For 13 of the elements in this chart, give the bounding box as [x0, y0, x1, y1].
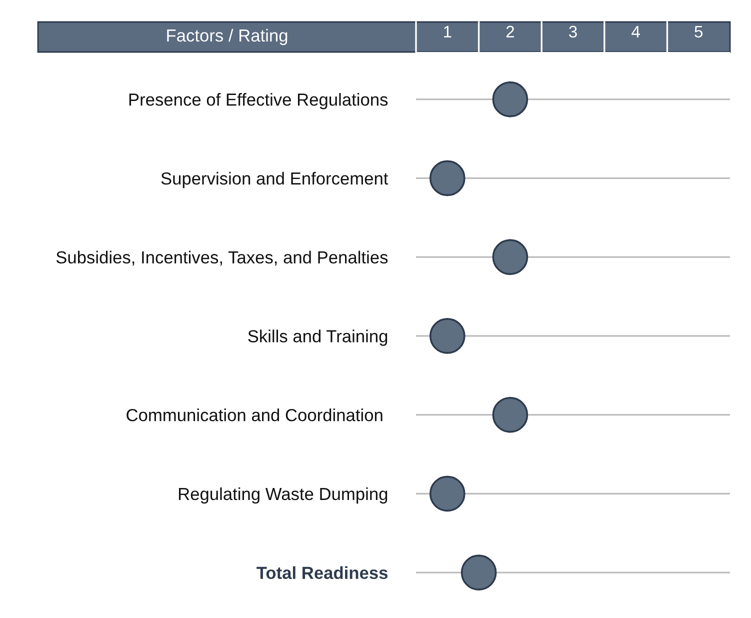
- y-tick-label: Communication and Coordination: [126, 408, 382, 422]
- x-tick-label: 5: [694, 26, 703, 38]
- x-tick-label: 2: [506, 26, 514, 38]
- x-tick-label: 1: [444, 26, 452, 38]
- y-tick-label: Total Readiness: [256, 566, 388, 580]
- y-tick-label: Supervision and Enforcement: [161, 172, 388, 188]
- x-tick-label: 4: [632, 26, 640, 38]
- x-tick-label: 3: [569, 26, 577, 38]
- y-tick-label: Subsidies, Incentives, Taxes, and Penalties: [56, 250, 388, 266]
- text: Factors / Rating: [167, 28, 288, 46]
- y-tick-label: Regulating Waste Dumping: [178, 487, 388, 504]
- y-tick-label: Skills and Training: [248, 330, 388, 346]
- y-tick-label: Presence of Effective Regulations: [129, 93, 388, 110]
